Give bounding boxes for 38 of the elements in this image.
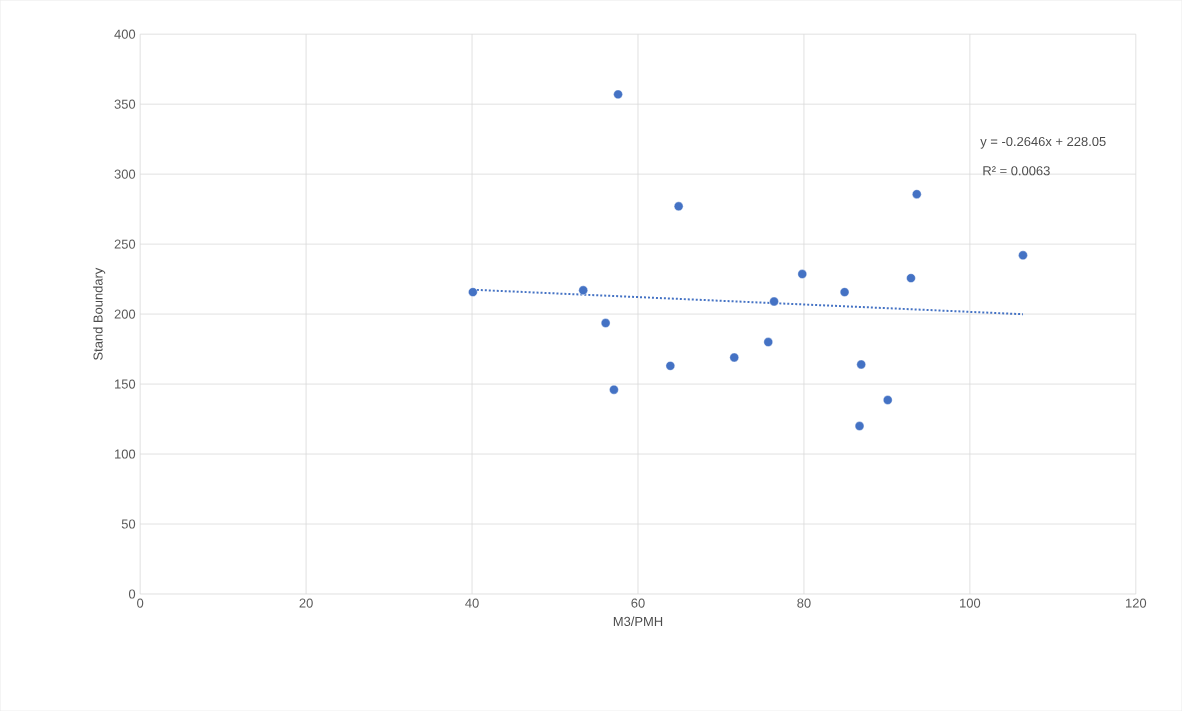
point <box>912 189 922 199</box>
point <box>613 89 623 99</box>
x-tick-label: 60 <box>631 598 645 608</box>
x-tick-label: 80 <box>797 598 811 608</box>
x-tick-label: 40 <box>465 598 479 608</box>
x-axis-title: M3/PMH <box>613 616 663 626</box>
annotation: R² = 0.0063 <box>983 166 1050 176</box>
point <box>797 269 807 279</box>
point <box>729 352 739 363</box>
point <box>609 384 619 395</box>
y-axis-title: Stand Boundary <box>93 267 106 360</box>
point <box>906 273 916 283</box>
y-tick-label: 350 <box>114 99 136 109</box>
point <box>600 318 611 328</box>
point <box>763 337 773 347</box>
point <box>854 421 865 431</box>
y-tick-label: 50 <box>121 519 136 529</box>
point <box>1018 250 1028 260</box>
point <box>883 395 893 405</box>
y-tick-label: 100 <box>115 449 136 459</box>
x-tick-label: 120 <box>1126 598 1147 608</box>
y-tick-label: 250 <box>114 239 136 249</box>
y-tick-label: 300 <box>114 169 136 179</box>
x-tick-label: 0 <box>137 598 144 608</box>
y-tick-label: 400 <box>114 29 136 39</box>
point <box>856 359 866 370</box>
point <box>665 361 676 371</box>
point <box>839 287 850 297</box>
point <box>468 287 478 297</box>
y-tick-label: 0 <box>128 589 136 599</box>
x-tick-label: 100 <box>960 598 981 608</box>
point <box>769 296 779 307</box>
annotation: y = -0.2646x + 228.05 <box>980 136 1106 149</box>
point <box>578 285 588 295</box>
y-tick-label: 200 <box>114 309 136 319</box>
point <box>673 201 684 211</box>
y-tick-label: 150 <box>115 379 136 389</box>
x-tick-label: 20 <box>299 598 313 608</box>
